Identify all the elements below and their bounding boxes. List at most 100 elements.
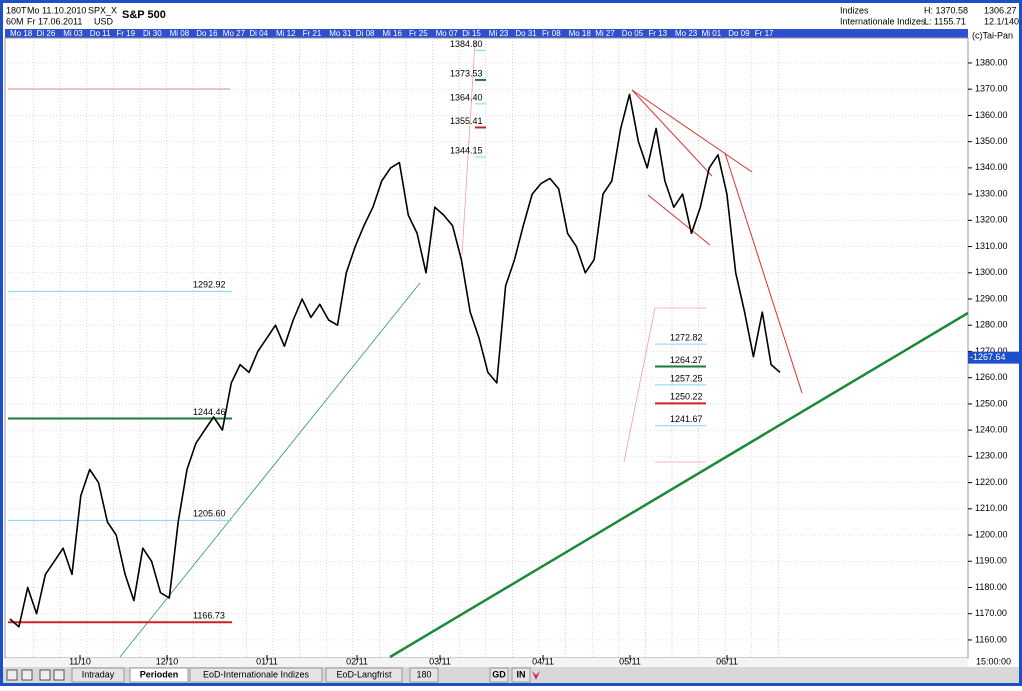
- tab-label[interactable]: Perioden: [140, 669, 179, 679]
- date-label: Mo 18: [569, 29, 592, 38]
- y-tick-label: 1260.00: [975, 372, 1008, 382]
- x-tick-label: 06/11: [716, 656, 738, 666]
- tab-label[interactable]: 180: [416, 669, 431, 679]
- tab-label[interactable]: IN: [517, 669, 526, 679]
- x-tick-label: 01/11: [256, 656, 278, 666]
- date-label: Do 16: [196, 29, 218, 38]
- y-tick-label: 1320.00: [975, 215, 1008, 225]
- y-tick-label: 1350.00: [975, 136, 1008, 146]
- y-tick-label: 1270.00: [975, 346, 1008, 356]
- group: Indizes: [840, 5, 869, 15]
- tab-label[interactable]: EoD-Langfrist: [336, 669, 392, 679]
- level-label: 1344.15: [450, 145, 483, 155]
- x-tick-label: 11/10: [69, 656, 91, 666]
- y-tick-label: 1160.00: [975, 634, 1007, 644]
- tab-label[interactable]: EoD-Internationale Indizes: [203, 669, 310, 679]
- icon[interactable]: [6, 669, 18, 681]
- icon[interactable]: [532, 671, 540, 680]
- tab[interactable]: [409, 667, 439, 683]
- date-label: Fr 08: [542, 29, 561, 38]
- tab[interactable]: [189, 667, 323, 683]
- symbol: SPX_X: [88, 5, 117, 15]
- date-label: Di 15: [462, 29, 481, 38]
- trend-line: [647, 194, 711, 246]
- level-label: 1241.67: [670, 414, 703, 424]
- trend-line: [389, 311, 969, 659]
- tab[interactable]: [129, 667, 189, 683]
- marks: 1292.92 1244.46 1205.60 1166.73 1384.80 1373.…: [8, 39, 781, 628]
- currency: USD: [94, 16, 114, 26]
- tabs: Intraday Perioden EoD-Internationale Indiz…: [71, 667, 531, 683]
- y-tick-label: 1200.00: [975, 529, 1008, 539]
- trend-line: [631, 89, 713, 177]
- copyright: (c)Tai-Pan: [972, 30, 1013, 40]
- period: 180T: [6, 5, 27, 15]
- level-label: 1355.41: [450, 116, 483, 126]
- date-label: Mo 18: [10, 29, 33, 38]
- level-label: 1292.92: [193, 280, 226, 290]
- date-label: Di 26: [37, 29, 56, 38]
- date-label: Fr 19: [116, 29, 135, 38]
- tab[interactable]: [489, 667, 509, 683]
- level-label: 1257.25: [670, 373, 703, 383]
- icon[interactable]: [39, 669, 51, 681]
- date-label: Di 04: [249, 29, 268, 38]
- y-tick-label: 1190.00: [975, 556, 1007, 566]
- low: L: 1155.71: [924, 16, 966, 26]
- trend-lines: [8, 41, 969, 659]
- date-label: Fr 25: [409, 29, 428, 38]
- plot-area: [4, 37, 969, 659]
- level-label: 1244.46: [193, 407, 226, 417]
- date-label: Fr 21: [303, 29, 322, 38]
- level-label: 1373.53: [450, 68, 483, 78]
- y-tick-label: 1240.00: [975, 425, 1008, 435]
- tab-label[interactable]: GD: [492, 669, 506, 679]
- x-tick-label: 05/11: [619, 656, 641, 666]
- level-label: 1272.82: [670, 332, 703, 342]
- y-tick-label: 1360.00: [975, 110, 1008, 120]
- level-label: 1205.60: [193, 509, 226, 519]
- date-label: Mo 31: [329, 29, 352, 38]
- date-label: Do 31: [515, 29, 537, 38]
- ratio: 12.1/140.9: [984, 16, 1022, 26]
- high: H: 1370.58: [924, 5, 968, 15]
- toolbar-icons: [6, 669, 540, 681]
- level-label: 1364.40: [450, 92, 483, 102]
- date-label: Mi 01: [702, 29, 722, 38]
- y-tick-label: 1290.00: [975, 293, 1008, 303]
- tab-label[interactable]: Intraday: [82, 669, 115, 679]
- instrument: S&P 500: [122, 9, 166, 21]
- y-tick-label: 1250.00: [975, 398, 1008, 408]
- date-label: Fr 17: [755, 29, 774, 38]
- y-tick-label: 1180.00: [975, 582, 1007, 592]
- trend-line: [631, 89, 753, 173]
- tab[interactable]: [511, 667, 531, 683]
- y-tick-label: 1210.00: [975, 503, 1008, 513]
- start: Mo 11.10.2010: [27, 5, 86, 15]
- y-tick-label: 1310.00: [975, 241, 1008, 251]
- y-tick-label: 1230.00: [975, 451, 1008, 461]
- interval: 60M: [6, 16, 24, 26]
- date-label: Di 30: [143, 29, 162, 38]
- time: 15:00:00: [976, 656, 1011, 666]
- date-label: Di 08: [356, 29, 375, 38]
- tab[interactable]: [71, 667, 125, 683]
- current-price-box: [968, 351, 1019, 364]
- price-line: [9, 93, 781, 628]
- y-tick-label: 1340.00: [975, 162, 1008, 172]
- date-label: Mo 07: [436, 29, 459, 38]
- date-label: Mo 27: [223, 29, 246, 38]
- date-label: Mi 23: [489, 29, 509, 38]
- y-tick-label: 1280.00: [975, 320, 1008, 330]
- x-tick-label: 12/10: [156, 656, 179, 666]
- icon[interactable]: [53, 669, 65, 681]
- current-price-label: -1267.64: [970, 352, 1006, 362]
- tab[interactable]: [325, 667, 403, 683]
- date-label: Mi 12: [276, 29, 296, 38]
- y-tick-label: 1380.00: [975, 57, 1008, 67]
- x-tick-label: 04/11: [532, 656, 554, 666]
- icon[interactable]: [21, 669, 33, 681]
- x-tick-label: 02/11: [346, 656, 368, 666]
- level-label: 1250.22: [670, 392, 703, 402]
